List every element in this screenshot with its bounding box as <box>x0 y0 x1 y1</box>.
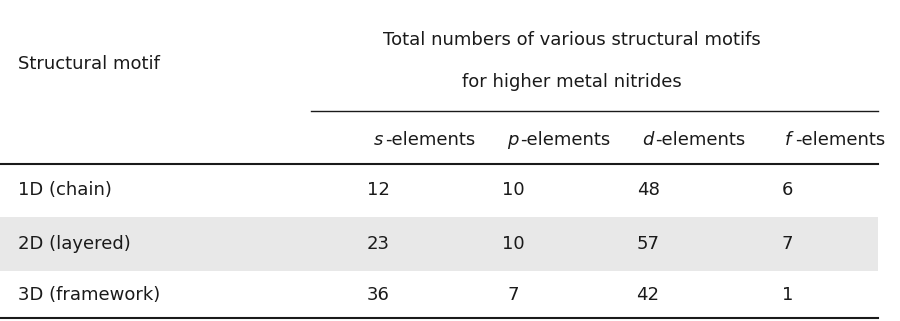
Text: 1D (chain): 1D (chain) <box>18 181 112 199</box>
Text: s: s <box>374 131 382 149</box>
Text: f: f <box>784 131 791 149</box>
Text: 57: 57 <box>636 235 660 253</box>
Text: 7: 7 <box>508 285 518 304</box>
Text: for higher metal nitrides: for higher metal nitrides <box>462 73 681 91</box>
Text: Structural motif: Structural motif <box>18 55 160 73</box>
Text: 23: 23 <box>366 235 390 253</box>
Text: -elements: -elements <box>520 131 610 149</box>
Text: -elements: -elements <box>655 131 745 149</box>
Text: 12: 12 <box>366 181 390 199</box>
Text: p: p <box>508 131 518 149</box>
Text: 10: 10 <box>501 235 525 253</box>
Text: 48: 48 <box>636 181 660 199</box>
Text: 6: 6 <box>782 181 793 199</box>
Text: Total numbers of various structural motifs: Total numbers of various structural moti… <box>382 31 760 49</box>
Text: 7: 7 <box>782 235 793 253</box>
Bar <box>0 217 878 271</box>
Text: 42: 42 <box>636 285 660 304</box>
Text: 3D (framework): 3D (framework) <box>18 285 160 304</box>
Text: 10: 10 <box>501 181 525 199</box>
Text: -elements: -elements <box>795 131 885 149</box>
Text: -elements: -elements <box>385 131 475 149</box>
Text: d: d <box>643 131 653 149</box>
Text: 1: 1 <box>782 285 793 304</box>
Text: 36: 36 <box>366 285 390 304</box>
Text: 2D (layered): 2D (layered) <box>18 235 130 253</box>
